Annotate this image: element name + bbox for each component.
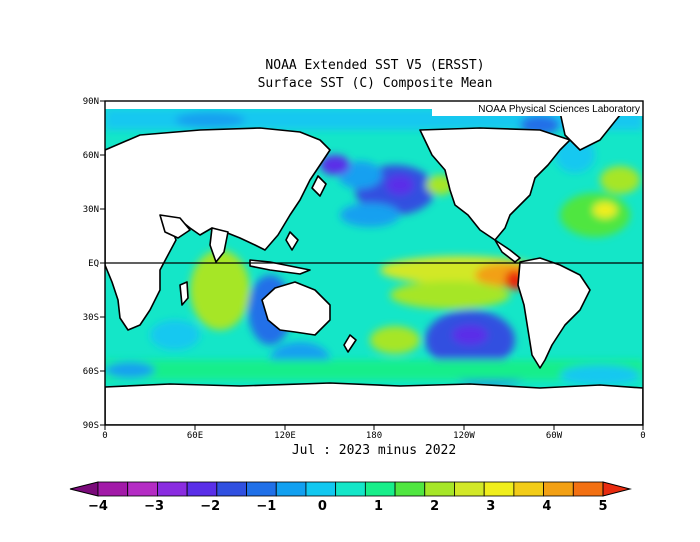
australia [261, 281, 331, 336]
lon-tick-label: 0 [102, 431, 107, 441]
colorbar-labels: −4 −3 −2 −1 0 1 2 3 4 5 [88, 499, 608, 514]
colorbar-swatch [97, 481, 129, 497]
lat-tick-label: 90N [83, 97, 99, 107]
colorbar-tick-label: 1 [374, 499, 383, 514]
lon-axis: 0 60E 120E 180 120W 60W 0 [102, 425, 646, 441]
colorbar-tick-label: 0 [318, 499, 327, 514]
japan [311, 175, 327, 197]
colorbar-tick-label: −3 [144, 499, 164, 514]
lat-axis: 90N 60N 30N EQ 30S 60S 90S [83, 97, 105, 431]
anomaly-blob [386, 175, 414, 195]
colorbar-swatch [394, 481, 426, 497]
colorbar-swatch [275, 481, 307, 497]
lon-tick-label: 60W [546, 431, 563, 441]
colorbar-swatch [157, 481, 188, 497]
colorbar-swatch [483, 481, 515, 497]
colorbar-swatch [572, 481, 604, 497]
anomaly-blob [370, 326, 420, 354]
colorbar-tick-label: 2 [430, 499, 439, 514]
colorbar-swatch [543, 481, 574, 497]
anomaly-blob [600, 166, 640, 194]
madagascar [179, 281, 189, 306]
philippines [285, 231, 299, 251]
new-zealand [343, 334, 357, 353]
colorbar-swatch [513, 481, 544, 497]
colorbar-tick-label: 4 [542, 499, 551, 514]
antarctica [105, 382, 643, 425]
south-america [517, 257, 591, 369]
anomaly-blob [175, 112, 245, 128]
colorbar-tick-label: −4 [88, 499, 108, 514]
lat-tick-label: 90S [83, 421, 99, 431]
colorbar-swatch [305, 481, 337, 497]
anomaly-blob [390, 281, 510, 309]
colorbar-swatch [216, 481, 247, 497]
colorbar-swatch [186, 481, 218, 497]
colorbar-swatch [335, 481, 366, 497]
colorbar-tick-label: 3 [486, 499, 495, 514]
credit-box [432, 101, 643, 116]
colorbar-swatch [246, 481, 277, 497]
colorbar-left-arrow [69, 481, 99, 497]
colorbar-swatches [69, 481, 632, 497]
colorbar-swatch [364, 481, 396, 497]
lon-tick-label: 120W [453, 431, 475, 441]
anomaly-blob [190, 250, 250, 330]
lat-tick-label: 30S [83, 313, 99, 323]
central-america [494, 239, 521, 263]
anomaly-blob [320, 155, 350, 175]
lat-tick-label: 60S [83, 367, 99, 377]
arctic-top-strip [105, 101, 643, 109]
lat-tick-label: 30N [83, 205, 99, 215]
anomaly-blob [560, 365, 640, 385]
colorbar-swatch [424, 481, 455, 497]
map-title: NOAA Extended SST V5 (ERSST) [265, 58, 485, 73]
lat-tick-label: EQ [88, 259, 99, 269]
colorbar-right-arrow [602, 481, 632, 497]
map-subtitle-variable: Surface SST (C) Composite Mean [257, 76, 493, 91]
anomaly-blob [593, 202, 617, 218]
anomaly-blob [105, 362, 155, 378]
period-label: Jul : 2023 minus 2022 [291, 443, 457, 458]
credit-label: NOAA Physical Sciences Laboratory [478, 104, 640, 115]
arabia [159, 214, 191, 239]
colorbar-swatch [127, 481, 158, 497]
anomaly-blob [150, 320, 200, 350]
anomaly-blob [340, 203, 400, 227]
anomaly-blob [105, 360, 643, 380]
colorbar-swatch [454, 481, 485, 497]
colorbar-tick-label: 5 [598, 499, 607, 514]
anomaly-blob [452, 325, 488, 345]
colorbar-tick-label: −2 [200, 499, 220, 514]
lon-tick-label: 180 [366, 431, 382, 441]
lon-tick-label: 0 [640, 431, 645, 441]
lon-tick-label: 120E [274, 431, 296, 441]
india [209, 227, 229, 263]
lat-tick-label: 60N [83, 151, 99, 161]
continents [105, 109, 621, 369]
lon-tick-label: 60E [187, 431, 203, 441]
colorbar-tick-label: −1 [256, 499, 276, 514]
